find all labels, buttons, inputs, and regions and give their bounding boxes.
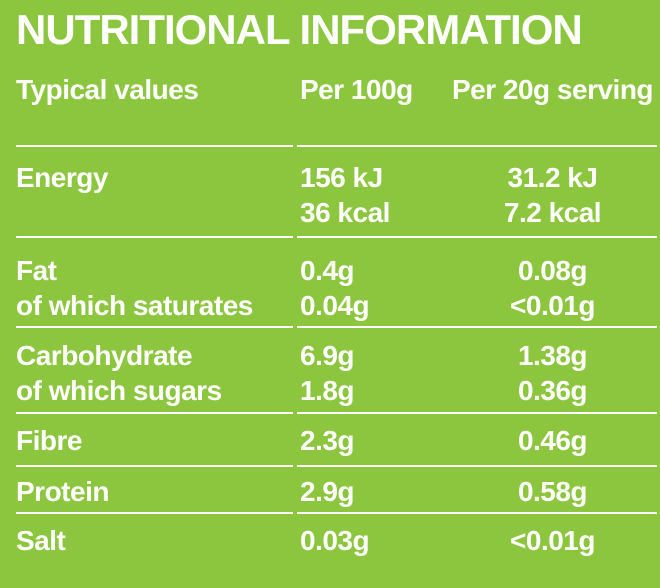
nutrient-subname: of which sugars xyxy=(16,375,222,406)
value-line: 0.36g xyxy=(517,375,588,406)
nutrient-name: Fat xyxy=(16,255,57,286)
nutrient-name: Protein xyxy=(16,476,109,507)
value-line: 0.46g xyxy=(517,425,588,456)
row-label: Energy xyxy=(16,145,293,236)
value-line: 1.8g xyxy=(300,375,355,406)
value-per-20g: 0.58g xyxy=(430,474,657,509)
table-row-carbohydrate: Carbohydrate of which sugars 6.9g 1.8g 1… xyxy=(16,326,657,412)
value-line: 0.08g xyxy=(517,255,588,286)
value-line: 0.4g xyxy=(300,255,355,286)
header-per-20g-serving: Per 20g serving xyxy=(451,74,654,105)
value-per-100g: 0.03g xyxy=(297,523,430,558)
header-per-100g: Per 100g xyxy=(300,74,413,105)
value-per-20g: 1.38g 0.36g xyxy=(430,338,657,408)
nutrient-name: Carbohydrate xyxy=(16,340,193,371)
table-row-fat: Fat of which saturates 0.4g 0.04g 0.08g … xyxy=(16,236,657,326)
row-values: 2.3g 0.46g xyxy=(297,412,657,465)
value-line: 2.3g xyxy=(300,425,355,456)
row-label: Salt xyxy=(16,512,293,558)
header-typical-values: Typical values xyxy=(16,74,199,105)
value-line: 2.9g xyxy=(300,476,355,507)
row-label: Protein xyxy=(16,465,293,512)
value-per-100g: 6.9g 1.8g xyxy=(297,338,430,408)
row-values: 0.03g <0.01g xyxy=(297,512,657,558)
nutrient-subname: of which saturates xyxy=(16,290,253,321)
table-header-row: Typical values Per 100g Per 20g serving xyxy=(16,50,657,145)
row-label: Fibre xyxy=(16,412,293,465)
page-title: NUTRITIONAL INFORMATION xyxy=(16,6,583,53)
nutrient-name: Salt xyxy=(16,525,66,556)
nutrient-name: Energy xyxy=(16,162,108,193)
value-line: 0.03g xyxy=(300,525,370,556)
row-values: 156 kJ 36 kcal 31.2 kJ 7.2 kcal xyxy=(297,145,657,236)
nutrient-name: Fibre xyxy=(16,425,82,456)
row-values: 6.9g 1.8g 1.38g 0.36g xyxy=(297,326,657,412)
value-per-100g: 2.3g xyxy=(297,423,430,458)
table-row-energy: Energy 156 kJ 36 kcal 31.2 kJ 7.2 kcal xyxy=(16,145,657,236)
value-per-20g: <0.01g xyxy=(430,523,657,558)
row-values: 0.4g 0.04g 0.08g <0.01g xyxy=(297,236,657,326)
value-line: 31.2 kJ xyxy=(507,162,598,193)
value-per-100g: 156 kJ 36 kcal xyxy=(297,160,430,230)
value-line: 0.04g xyxy=(300,290,370,321)
value-per-100g: 2.9g xyxy=(297,474,430,509)
value-line: <0.01g xyxy=(510,290,595,321)
value-line: 7.2 kcal xyxy=(503,197,602,228)
row-values: 2.9g 0.58g xyxy=(297,465,657,512)
value-per-100g: 0.4g 0.04g xyxy=(297,253,430,323)
value-per-20g: 0.08g <0.01g xyxy=(430,253,657,323)
value-line: 0.58g xyxy=(517,476,588,507)
value-line: 36 kcal xyxy=(300,197,390,228)
header-values-group: Per 100g Per 20g serving xyxy=(297,50,657,145)
value-line: 1.38g xyxy=(517,340,588,371)
row-label: Fat of which saturates xyxy=(16,236,293,326)
value-per-20g: 0.46g xyxy=(430,423,657,458)
table-row-fibre: Fibre 2.3g 0.46g xyxy=(16,412,657,465)
value-line: 156 kJ xyxy=(300,162,383,193)
value-line: 6.9g xyxy=(300,340,355,371)
table-row-protein: Protein 2.9g 0.58g xyxy=(16,465,657,512)
table-row-salt: Salt 0.03g <0.01g xyxy=(16,512,657,558)
row-label: Carbohydrate of which sugars xyxy=(16,326,293,412)
value-per-20g: 31.2 kJ 7.2 kcal xyxy=(430,160,657,230)
value-line: <0.01g xyxy=(510,525,595,556)
